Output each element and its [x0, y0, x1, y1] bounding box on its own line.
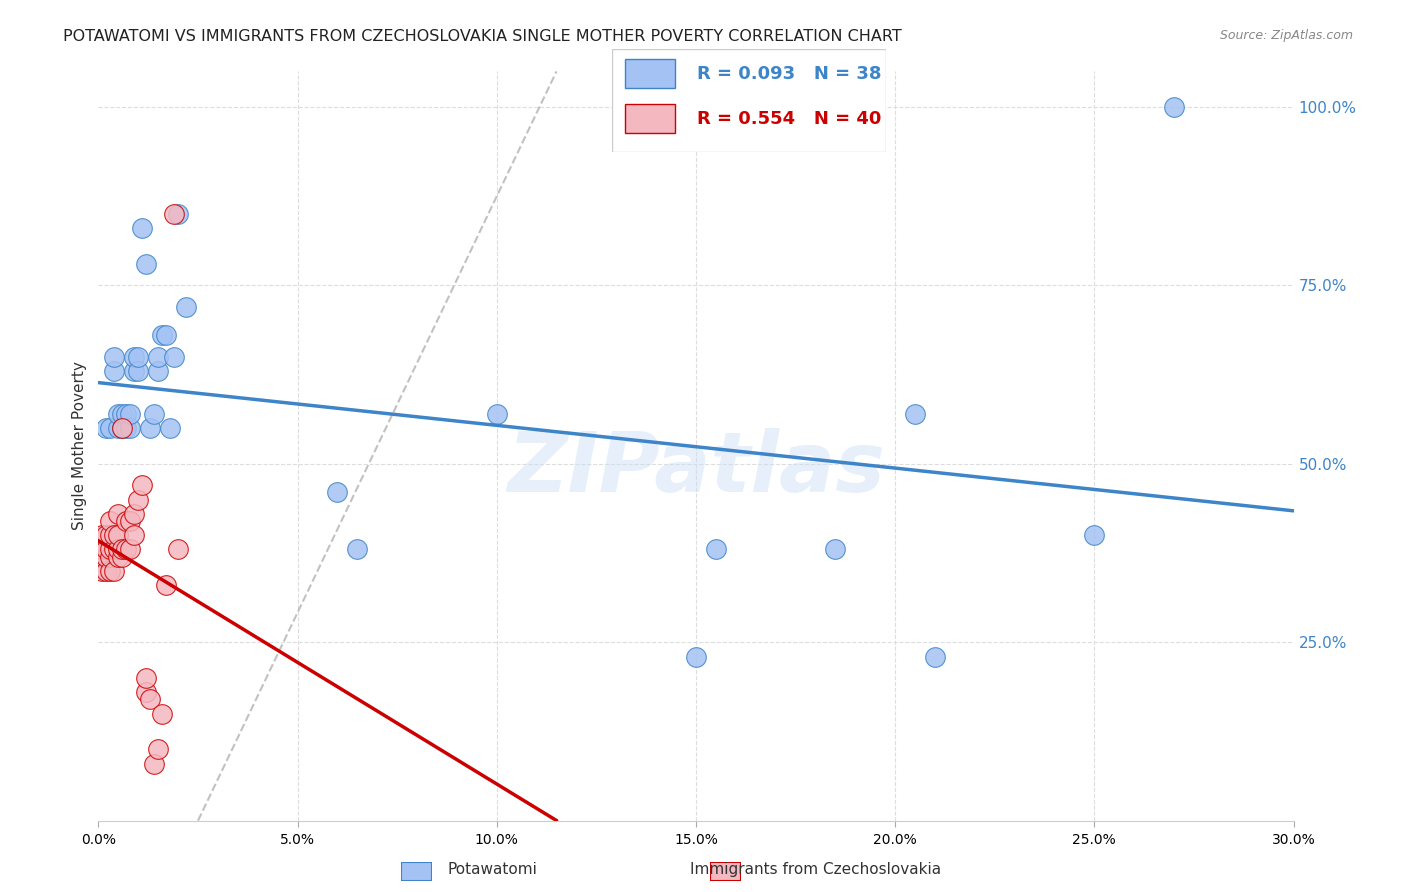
Point	[107, 528, 129, 542]
Point	[124, 528, 146, 542]
Point	[326, 485, 349, 500]
Point	[127, 350, 149, 364]
Point	[924, 649, 946, 664]
Point	[96, 549, 118, 564]
Point	[98, 564, 122, 578]
Point	[127, 492, 149, 507]
Point	[131, 478, 153, 492]
Point	[98, 528, 122, 542]
FancyBboxPatch shape	[612, 49, 886, 152]
Point	[143, 756, 166, 771]
Point	[155, 328, 177, 343]
Point	[107, 421, 129, 435]
Point	[1163, 100, 1185, 114]
Point	[107, 407, 129, 421]
Point	[124, 350, 146, 364]
Text: R = 0.093   N = 38: R = 0.093 N = 38	[696, 65, 882, 83]
Point	[167, 207, 190, 221]
Point	[91, 549, 114, 564]
Point	[139, 692, 162, 706]
Point	[103, 564, 125, 578]
Text: Immigrants from Czechoslovakia: Immigrants from Czechoslovakia	[690, 863, 941, 877]
Point	[120, 407, 142, 421]
FancyBboxPatch shape	[626, 60, 675, 88]
Point	[139, 421, 162, 435]
Point	[163, 350, 186, 364]
Point	[107, 507, 129, 521]
Text: Potawatomi: Potawatomi	[447, 863, 537, 877]
Point	[107, 549, 129, 564]
Point	[155, 578, 177, 592]
Point	[103, 528, 125, 542]
Point	[704, 542, 727, 557]
Point	[111, 421, 134, 435]
Point	[685, 649, 707, 664]
Point	[148, 742, 170, 756]
Point	[98, 421, 122, 435]
Text: ZIPatlas: ZIPatlas	[508, 428, 884, 509]
FancyBboxPatch shape	[626, 104, 675, 133]
Point	[96, 542, 118, 557]
Point	[120, 542, 142, 557]
Point	[163, 207, 186, 221]
Point	[346, 542, 368, 557]
Point	[143, 407, 166, 421]
Point	[124, 364, 146, 378]
Point	[98, 549, 122, 564]
Text: Source: ZipAtlas.com: Source: ZipAtlas.com	[1219, 29, 1353, 42]
FancyBboxPatch shape	[401, 862, 432, 881]
Point	[115, 421, 138, 435]
Point	[174, 300, 197, 314]
Point	[103, 542, 125, 557]
Point	[91, 564, 114, 578]
Point	[111, 407, 134, 421]
Point	[904, 407, 927, 421]
Point	[107, 542, 129, 557]
Point	[111, 421, 134, 435]
Point	[115, 407, 138, 421]
Point	[96, 421, 118, 435]
Point	[115, 542, 138, 557]
Point	[96, 528, 118, 542]
Point	[824, 542, 846, 557]
Point	[135, 257, 157, 271]
Point	[167, 542, 190, 557]
Point	[135, 685, 157, 699]
Point	[150, 706, 173, 721]
Point	[103, 364, 125, 378]
Y-axis label: Single Mother Poverty: Single Mother Poverty	[72, 361, 87, 531]
Point	[148, 364, 170, 378]
Point	[159, 421, 181, 435]
Point	[96, 564, 118, 578]
Point	[111, 542, 134, 557]
Point	[485, 407, 508, 421]
Point	[98, 542, 122, 557]
Point	[111, 549, 134, 564]
Point	[148, 350, 170, 364]
Point	[115, 514, 138, 528]
Point	[98, 514, 122, 528]
Point	[91, 528, 114, 542]
Point	[150, 328, 173, 343]
FancyBboxPatch shape	[710, 862, 741, 881]
Point	[120, 514, 142, 528]
Point	[1083, 528, 1105, 542]
Point	[135, 671, 157, 685]
Text: POTAWATOMI VS IMMIGRANTS FROM CZECHOSLOVAKIA SINGLE MOTHER POVERTY CORRELATION C: POTAWATOMI VS IMMIGRANTS FROM CZECHOSLOV…	[63, 29, 903, 44]
Point	[131, 221, 153, 235]
Point	[91, 542, 114, 557]
Text: R = 0.554   N = 40: R = 0.554 N = 40	[696, 110, 882, 128]
Point	[103, 350, 125, 364]
Point	[124, 507, 146, 521]
Point	[127, 364, 149, 378]
Point	[120, 421, 142, 435]
